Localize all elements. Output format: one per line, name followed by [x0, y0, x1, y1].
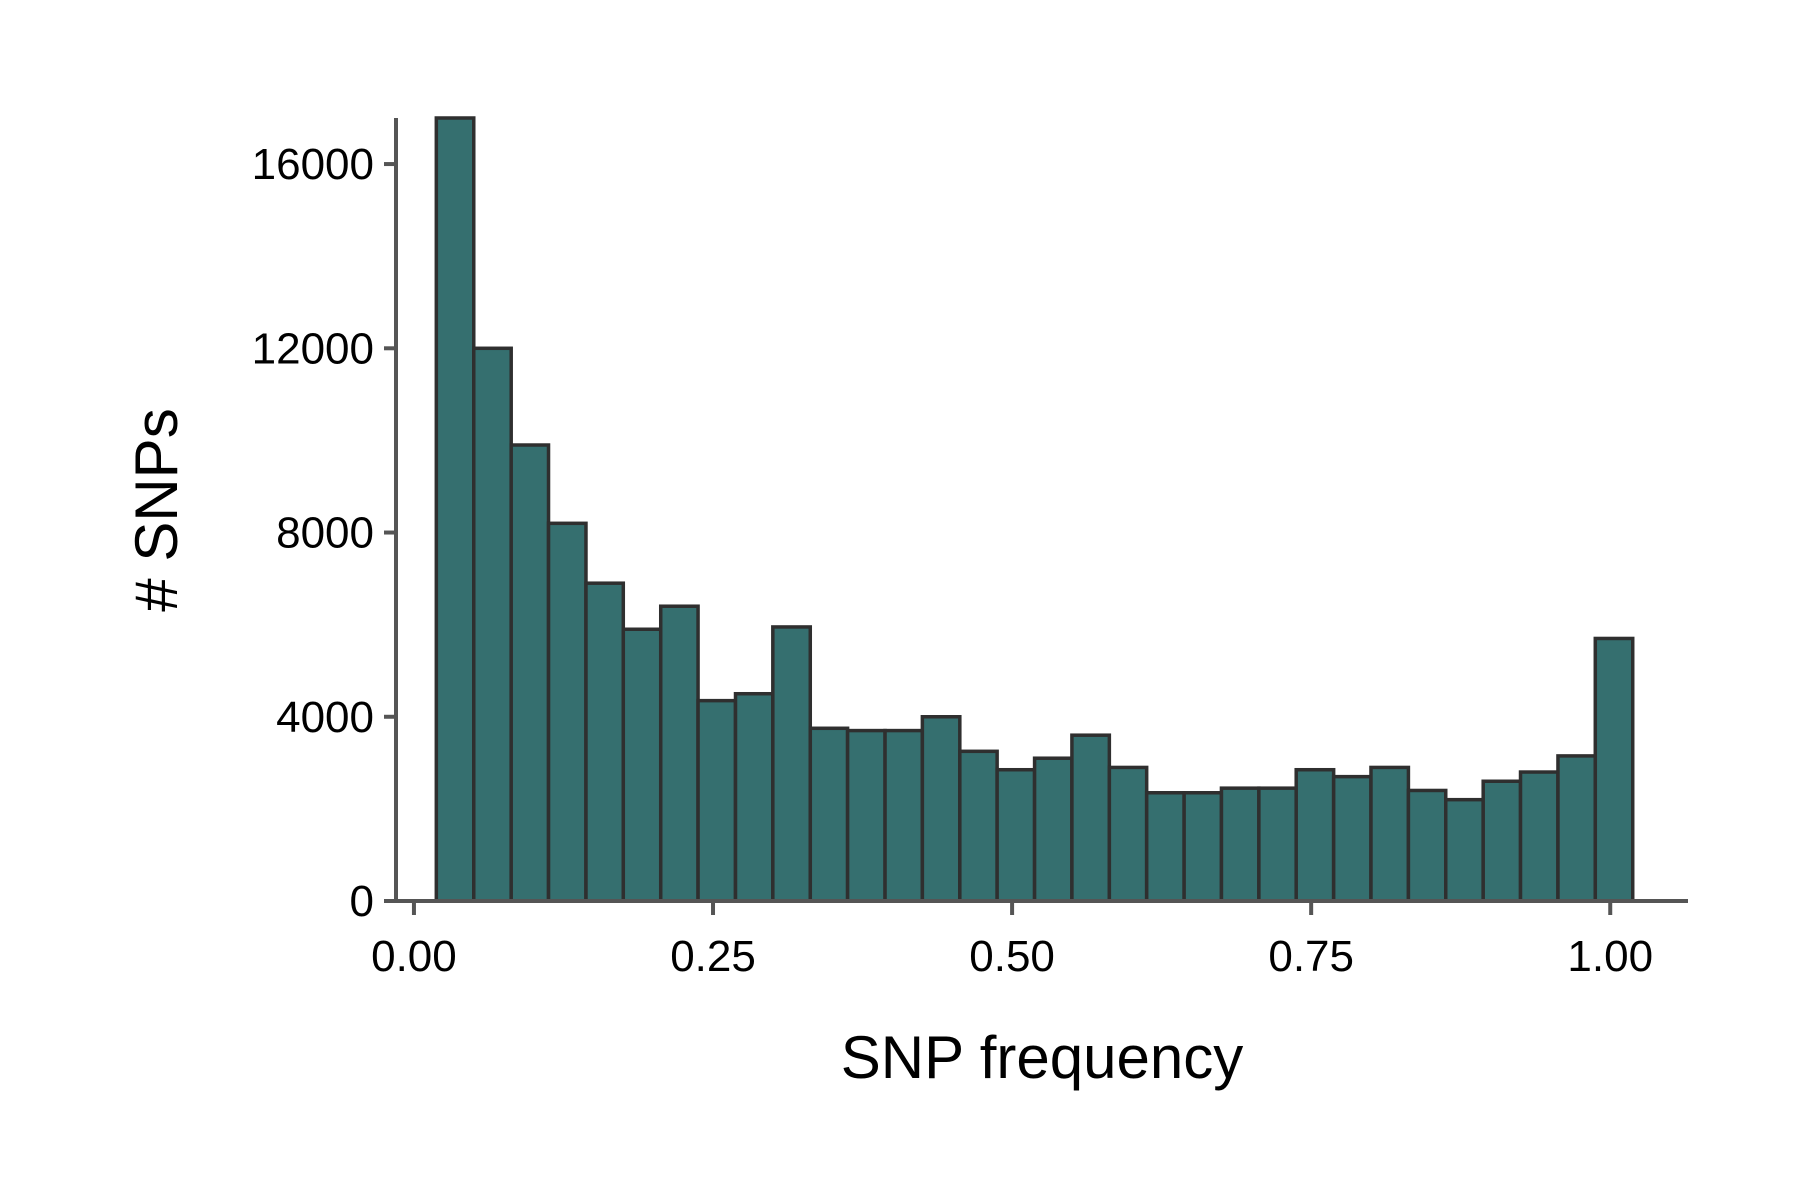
x-tick-label: 0.75	[1268, 932, 1354, 981]
histogram-bar	[1593, 636, 1635, 903]
y-tick-label: 8000	[276, 509, 374, 558]
histogram-bar	[1070, 733, 1112, 903]
bars-layer	[434, 116, 1635, 903]
histogram-bar	[808, 726, 850, 903]
histogram-bar	[771, 625, 813, 903]
y-axis-title: # SNPs	[123, 408, 190, 611]
histogram-bar	[1556, 754, 1598, 903]
x-tick-label: 0.50	[969, 932, 1055, 981]
histogram-bar	[1406, 788, 1448, 903]
histogram-bar	[995, 767, 1037, 903]
histogram-bar	[845, 728, 887, 903]
histogram-bar	[621, 627, 663, 903]
histogram-bar	[1518, 770, 1560, 903]
histogram-bar	[696, 698, 738, 903]
histogram-bar	[920, 715, 962, 903]
histogram-bar	[1182, 791, 1224, 903]
histogram-bar	[958, 749, 999, 903]
histogram-bar	[658, 604, 700, 903]
y-tick-label: 4000	[276, 693, 374, 742]
histogram-bar	[1257, 786, 1298, 903]
histogram-bar	[1444, 797, 1485, 903]
histogram-bar	[584, 581, 626, 903]
histogram-bar	[472, 346, 513, 903]
histogram-bar	[1032, 756, 1074, 903]
histogram-bar	[733, 691, 775, 903]
y-tick-label: 16000	[252, 140, 374, 189]
histogram-bar	[1331, 774, 1373, 903]
y-tick-label: 0	[350, 877, 374, 926]
y-ticks: 0 4000 8000 12000 16000	[252, 140, 396, 926]
histogram-bar	[1481, 779, 1523, 903]
histogram-bar	[1219, 786, 1261, 903]
histogram-bar	[434, 116, 476, 903]
x-tick-label: 0.25	[670, 932, 756, 981]
axes-layer	[394, 118, 1688, 903]
x-axis-title: SNP frequency	[841, 1024, 1243, 1091]
x-ticks: 0.00 0.25 0.50 0.75 1.00	[371, 901, 1653, 981]
histogram-bar	[883, 728, 925, 903]
x-tick-label: 0.00	[371, 932, 457, 981]
histogram-bar	[1369, 765, 1411, 903]
y-tick-label: 12000	[252, 324, 374, 373]
histogram-bar	[509, 443, 551, 903]
histogram-bar	[546, 521, 588, 903]
histogram-bar	[1144, 791, 1186, 903]
x-tick-label: 1.00	[1567, 932, 1653, 981]
histogram-bar	[1107, 765, 1149, 903]
histogram-bar	[1294, 767, 1336, 903]
